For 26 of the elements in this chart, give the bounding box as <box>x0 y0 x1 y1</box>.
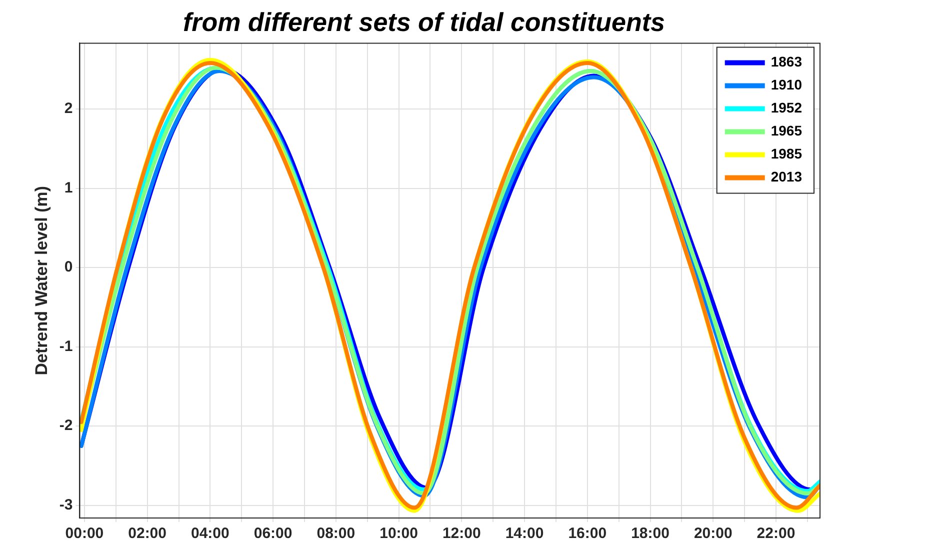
legend-label: 1910 <box>770 76 802 93</box>
x-tick-label: 10:00 <box>380 525 418 542</box>
y-tick-label: -3 <box>59 496 73 514</box>
x-tick-label: 02:00 <box>128 525 167 542</box>
legend-label: 1965 <box>770 122 802 139</box>
x-tick-label: 16:00 <box>568 525 607 542</box>
x-tick-label: 14:00 <box>505 525 544 542</box>
x-tick-label: 20:00 <box>694 525 732 542</box>
y-axis-title: Detrend Water level (m) <box>32 186 51 376</box>
x-tick-label: 08:00 <box>316 525 356 542</box>
legend-label: 2013 <box>770 168 802 185</box>
y-tick-label: -1 <box>59 338 73 355</box>
x-tick-label: 12:00 <box>442 525 481 542</box>
x-tick-label: 04:00 <box>191 525 230 542</box>
legend-label: 1985 <box>770 146 802 162</box>
y-tick-label: 2 <box>64 100 73 118</box>
y-tick-label: 1 <box>64 179 73 196</box>
x-tick-label: 18:00 <box>631 525 670 542</box>
y-tick-label: -2 <box>59 417 73 434</box>
x-tick-label: 22:00 <box>756 525 796 542</box>
legend-label: 1952 <box>770 100 802 116</box>
y-tick-label: 0 <box>64 258 73 276</box>
x-tick-label: 00:00 <box>65 525 104 542</box>
x-tick-label: 06:00 <box>254 525 292 542</box>
chart-title: from different sets of tidal constituents <box>182 6 666 37</box>
legend-label: 1863 <box>770 54 802 70</box>
